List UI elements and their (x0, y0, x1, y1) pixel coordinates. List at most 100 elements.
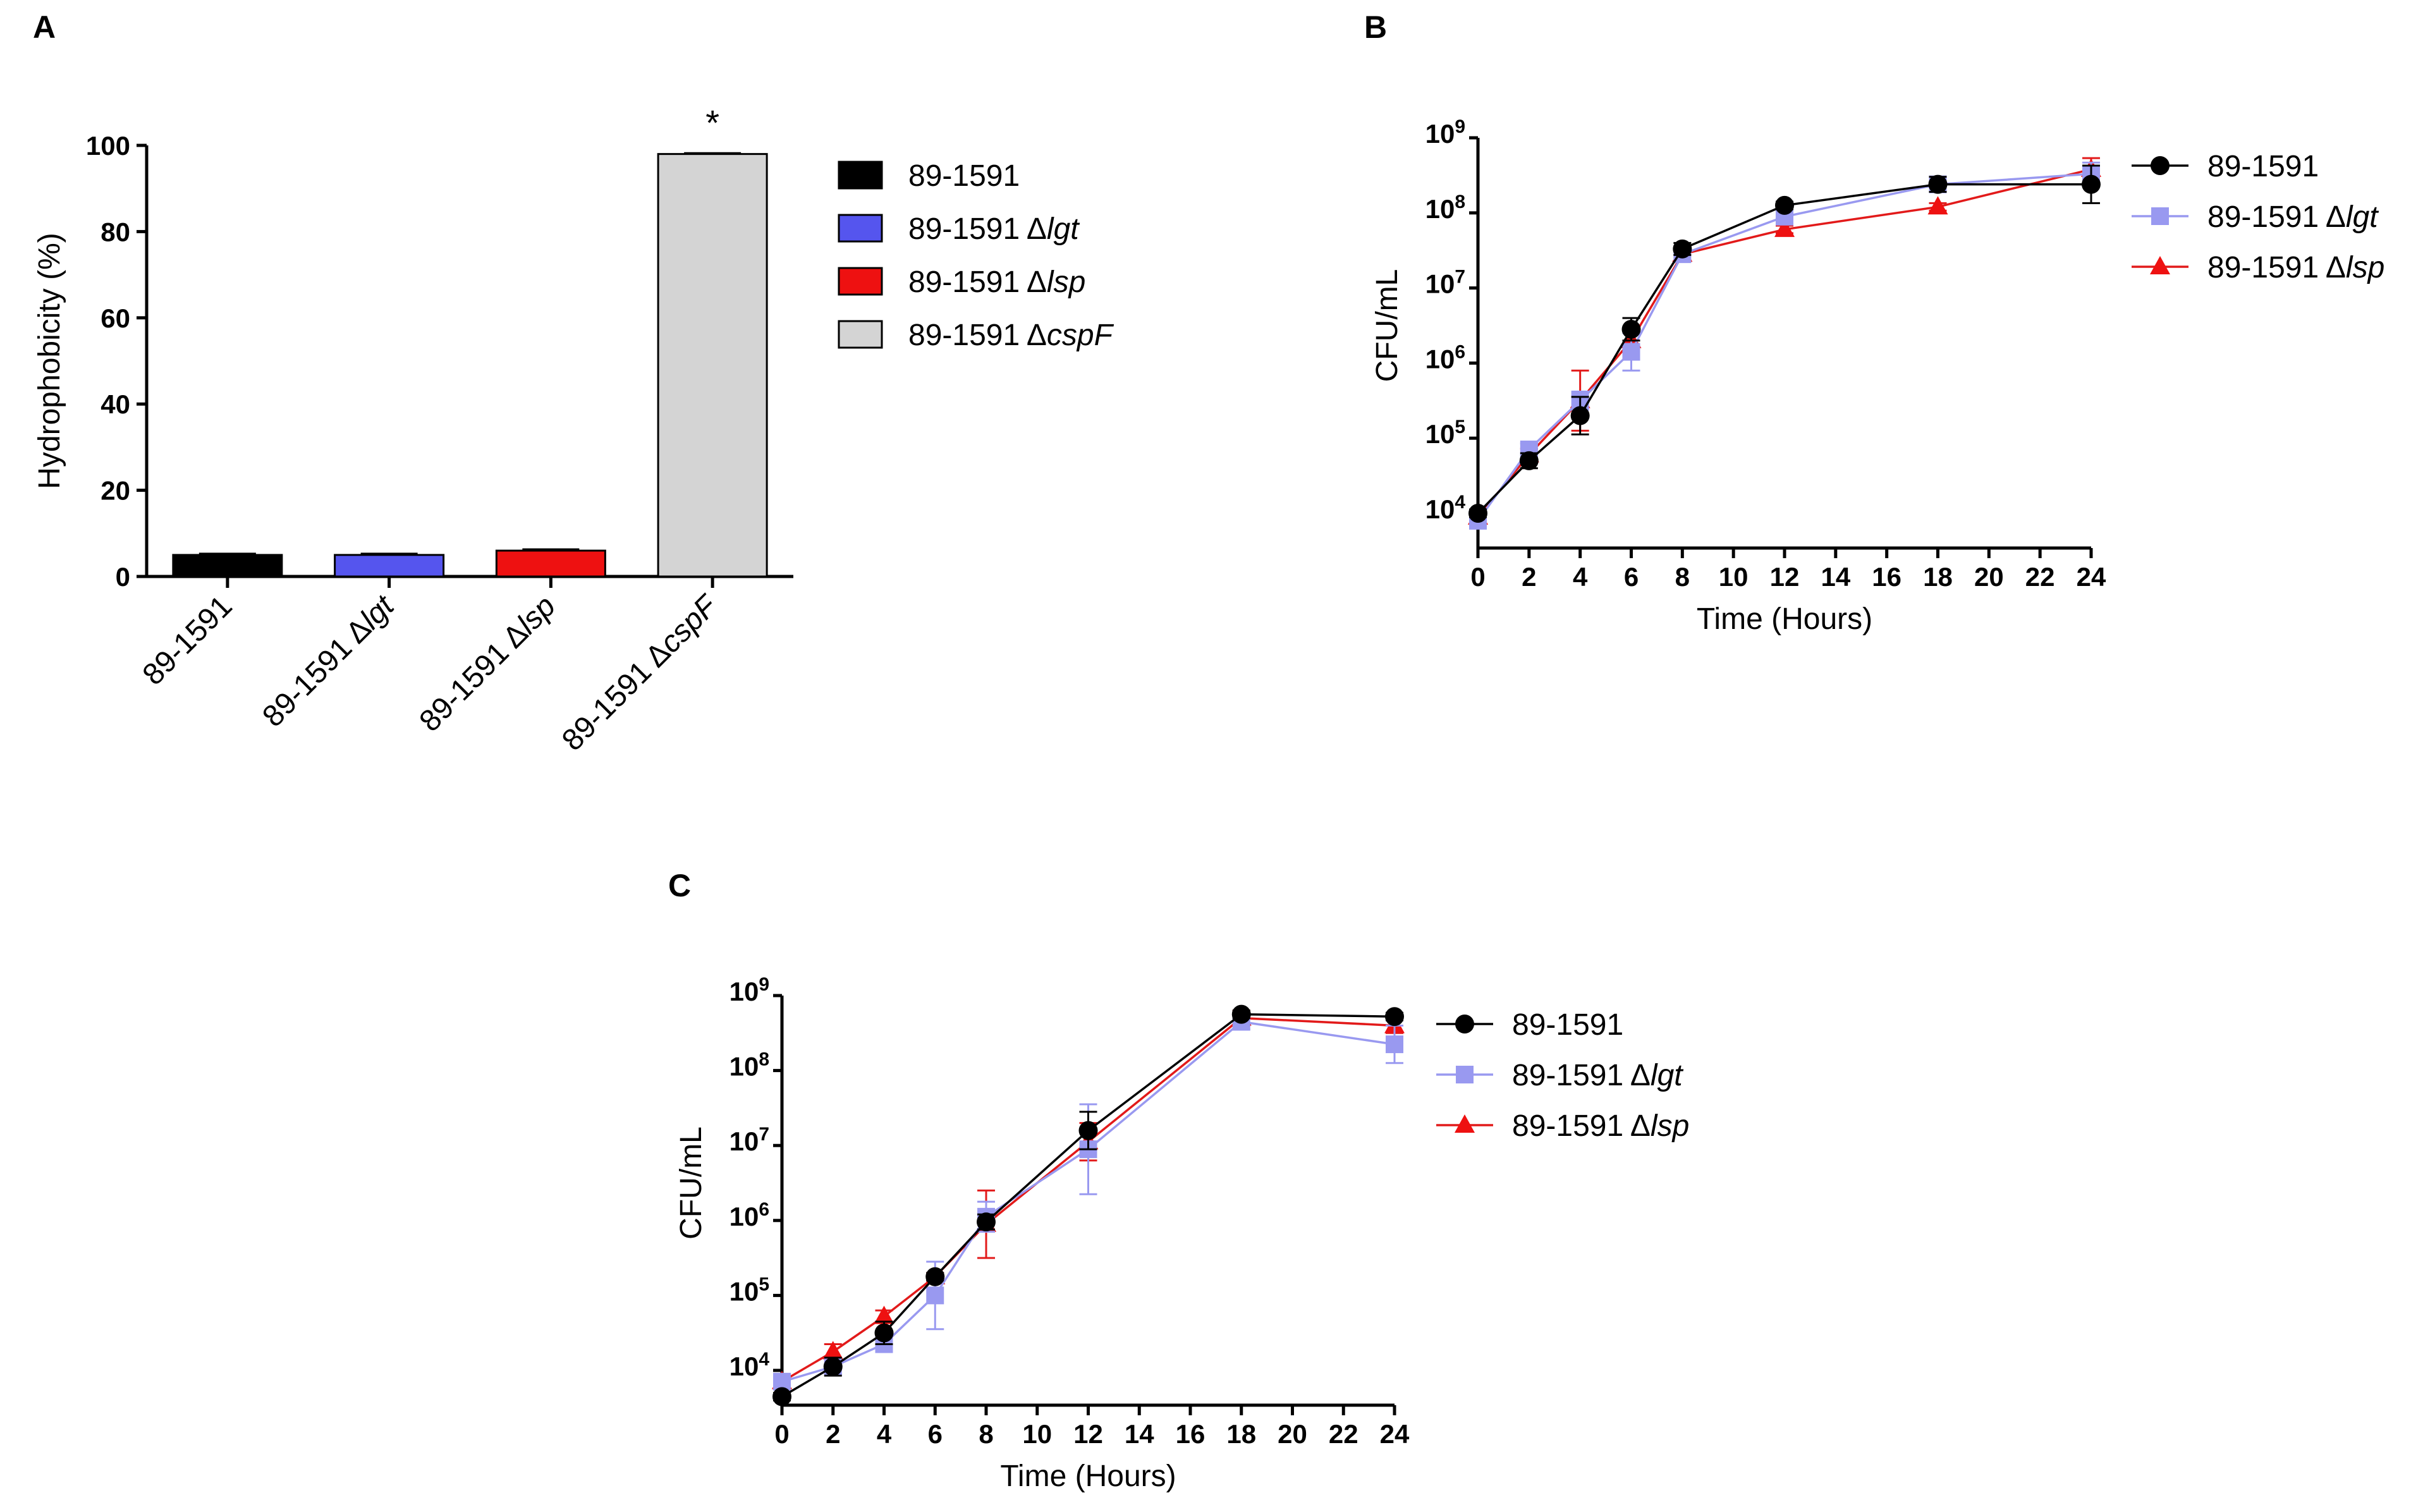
bar (334, 554, 445, 578)
legend-swatch (838, 320, 883, 349)
data-point (1231, 1004, 1251, 1024)
legend-label: 89-1591 Δlsp (908, 265, 1085, 299)
x-tick-label: 12 (1770, 562, 1800, 592)
x-tick-label: 14 (1125, 1419, 1154, 1449)
x-tick-label: 2 (1522, 562, 1536, 592)
x-tick-label: 8 (1675, 562, 1690, 592)
data-point (1928, 174, 1948, 194)
panel-label-b: B (1364, 9, 1388, 45)
y-axis-title: CFU/mL (1370, 269, 1404, 382)
data-point (1078, 1121, 1098, 1140)
y-tick-label: 40 (101, 389, 130, 419)
data-point (1519, 451, 1539, 470)
panel-label-c: C (668, 868, 692, 903)
y-tick-label: 108 (729, 1049, 769, 1082)
x-tick-label: 0 (1470, 562, 1485, 592)
data-point (1927, 196, 1948, 215)
x-tick-label: 2 (826, 1419, 840, 1449)
x-tick-label: 6 (1624, 562, 1639, 592)
data-point (772, 1387, 791, 1406)
data-point (1621, 319, 1641, 339)
x-axis-title: Time (Hours) (1697, 602, 1872, 636)
x-tick-label: 10 (1719, 562, 1749, 592)
x-tick-label: 20 (1974, 562, 2004, 592)
legend-label: 89-1591 Δlsp (2207, 251, 2384, 284)
x-tick-label: 18 (1226, 1419, 1256, 1449)
data-point (2082, 174, 2101, 194)
legend-swatch (838, 267, 883, 296)
data-point (822, 1341, 843, 1360)
legend-marker (2151, 156, 2170, 175)
legend-swatch (838, 214, 883, 243)
y-tick-label: 108 (1425, 191, 1465, 224)
x-tick-label: 89-1591 ΔcspF (556, 588, 725, 757)
data-point (1570, 406, 1590, 425)
data-point (874, 1305, 894, 1324)
data-point (926, 1286, 944, 1305)
legend-label: 89-1591 ΔcspF (908, 319, 1114, 352)
y-tick-label: 100 (86, 131, 130, 161)
significance-asterisk: * (705, 103, 719, 143)
x-tick-label: 22 (1329, 1419, 1358, 1449)
x-tick-label: 20 (1278, 1419, 1307, 1449)
legend-marker (2151, 207, 2169, 225)
data-point (1386, 1035, 1403, 1054)
data-point (874, 1323, 894, 1343)
x-tick-label: 0 (774, 1419, 789, 1449)
data-point (1774, 218, 1795, 237)
x-axis-title: Time (Hours) (1000, 1460, 1176, 1493)
data-point (823, 1357, 843, 1377)
x-tick-label: 4 (1573, 562, 1588, 592)
legend-label: 89-1591 Δlsp (1512, 1109, 1689, 1143)
legend-label: 89-1591 Δlgt (2207, 200, 2379, 234)
x-tick-label: 4 (877, 1419, 892, 1449)
x-tick-label: 89-1591 Δlsp (413, 589, 562, 738)
x-tick-label: 6 (928, 1419, 943, 1449)
y-tick-label: 60 (101, 303, 130, 333)
x-tick-label: 16 (1872, 562, 1901, 592)
legend-label: 89-1591 (2207, 150, 2319, 183)
data-point (1468, 504, 1487, 523)
x-tick-label: 14 (1821, 562, 1850, 592)
bar (495, 549, 606, 578)
legend-marker (1456, 1066, 1474, 1083)
data-point (925, 1267, 945, 1286)
y-tick-label: 107 (1425, 266, 1465, 299)
panel-label-a: A (33, 9, 56, 45)
y-tick-label: 107 (729, 1124, 769, 1157)
y-tick-label: 105 (1425, 417, 1465, 449)
data-point (1622, 343, 1640, 361)
x-tick-label: 24 (2077, 562, 2106, 592)
bar (172, 554, 283, 578)
legend-label: 89-1591 (1512, 1008, 1623, 1042)
legend-marker (1455, 1015, 1474, 1033)
series-line (781, 1020, 1395, 1383)
y-axis-title: CFU/mL (674, 1126, 708, 1240)
x-tick-label: 12 (1073, 1419, 1103, 1449)
x-tick-label: 18 (1923, 562, 1953, 592)
x-tick-label: 22 (2025, 562, 2055, 592)
x-tick-label: 89-1591 (137, 589, 239, 692)
y-tick-label: 106 (1425, 341, 1465, 374)
series-line (781, 1016, 1395, 1383)
legend-label: 89-1591 Δlgt (1512, 1059, 1683, 1092)
y-tick-label: 104 (1425, 492, 1466, 525)
series-line (781, 1013, 1395, 1398)
legend-marker (1455, 1114, 1475, 1133)
data-point (977, 1212, 996, 1232)
y-tick-label: 104 (729, 1349, 770, 1382)
y-tick-label: 20 (101, 476, 130, 506)
y-tick-label: 106 (729, 1198, 769, 1231)
x-tick-label: 24 (1380, 1419, 1410, 1449)
x-tick-label: 8 (979, 1419, 993, 1449)
legend-marker (2150, 256, 2170, 274)
data-point (1673, 239, 1692, 259)
legend-label: 89-1591 (908, 159, 1020, 193)
y-tick-label: 105 (729, 1274, 769, 1307)
y-tick-label: 109 (729, 974, 769, 1007)
x-tick-label: 89-1591 Δlgt (256, 588, 401, 733)
y-tick-label: 80 (101, 217, 130, 247)
data-point (1775, 195, 1794, 215)
